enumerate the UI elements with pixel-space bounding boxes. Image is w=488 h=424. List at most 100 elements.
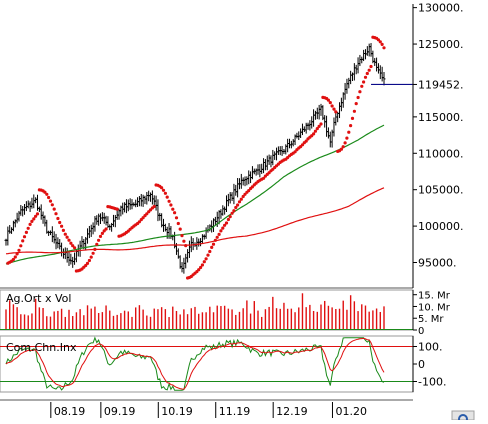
volume-y-tick-label: 5. Mr [418,314,444,325]
price-bar [204,227,208,239]
volume-bar [220,306,222,330]
price-bar [339,97,343,112]
volume-bar [264,309,267,330]
price-bar [356,57,360,74]
volume-bar [342,300,344,330]
volume-bar [301,293,304,330]
volume-bar [38,307,41,330]
volume-bar [53,311,55,330]
price-bar [158,212,162,221]
volume-bar [34,298,37,330]
price-bar [137,196,141,207]
price-bar [143,195,147,205]
volume-bar [27,315,29,330]
price-bar [104,215,108,226]
sar-dot [13,255,17,259]
volume-bar [268,306,270,330]
sar-dot [176,221,180,226]
sar-dot [221,226,225,230]
volume-bar [353,301,356,330]
price-bar [71,256,75,268]
sar-dot [67,238,71,242]
sar-dot [349,124,353,128]
price-bar [250,166,254,180]
indicator-y-tick-label: 100. [418,341,443,354]
corner-button[interactable] [451,410,475,424]
price-bar [308,120,312,131]
x-tick-label: 10.19 [161,405,193,418]
sar-dot [61,228,65,232]
price-bar [195,237,199,250]
sar-dot [341,145,345,149]
sar-dot [380,42,384,47]
volume-bar [94,306,96,330]
volume-bar [72,316,74,330]
volume-bar [86,305,89,330]
sar-dot [115,207,119,211]
price-bar [63,247,67,260]
sar-dot [382,46,386,50]
volume-y-tick-label: 0 [418,326,424,337]
volume-bar [183,309,185,330]
volume-bar [294,312,296,330]
sar-dot [145,212,149,216]
price-bar [254,168,258,176]
sar-dot [73,246,77,250]
price-bar [332,117,336,137]
price-bar [19,204,23,216]
price-bar [312,109,316,127]
price-bar [376,63,380,74]
price-bar [232,183,236,205]
price-y-tick-label: 115000. [418,111,464,124]
volume-bar [157,309,159,330]
sar-dot [378,40,382,44]
volume-bar [101,312,104,330]
sar-dot [199,265,203,270]
sar-dot [237,200,242,204]
sar-dot [58,220,62,225]
sar-dot [197,268,201,272]
price-bar [186,249,190,263]
cci-signal-line [5,337,385,390]
price-bar [121,202,125,215]
price-bar [163,223,167,232]
price-bar [4,238,8,246]
price-bar [239,173,243,189]
price-bar [263,159,267,171]
price-bar [34,197,38,204]
volume-bar [361,304,363,330]
sar-dot [89,255,93,259]
indicator-y-tick-label: -100. [418,376,446,389]
price-bar [52,231,56,244]
sar-dot [241,194,245,199]
sar-dot [347,130,351,134]
price-bar [80,236,84,249]
sar-dot [200,263,204,267]
sar-dot [332,107,336,111]
price-bar [347,77,351,89]
sar-dot [234,205,238,210]
x-axis: 08.19 09.19 10.19 11.19 12.19 01.20 [0,399,413,418]
volume-bar [60,308,63,330]
price-bar [354,64,358,75]
price-bar [362,49,366,62]
volume-y-tick-label: 15. Mr [418,291,451,302]
sar-dot [100,231,104,235]
price-bar [149,192,153,202]
volume-bar [9,300,11,330]
price-y-tick-label: 105000. [418,184,464,197]
volume-bar [246,300,248,330]
volume-bar [20,314,22,330]
price-bar [206,225,210,233]
price-bar [95,215,99,225]
volume-bar [149,316,152,330]
volume-bar [83,315,85,330]
sar-dot [223,223,227,227]
volume-bar [179,314,181,330]
sar-dot [262,176,266,180]
indicator-y-tick-label: 0 [418,358,425,371]
sar-dot [30,219,34,223]
volume-bar [146,315,148,330]
